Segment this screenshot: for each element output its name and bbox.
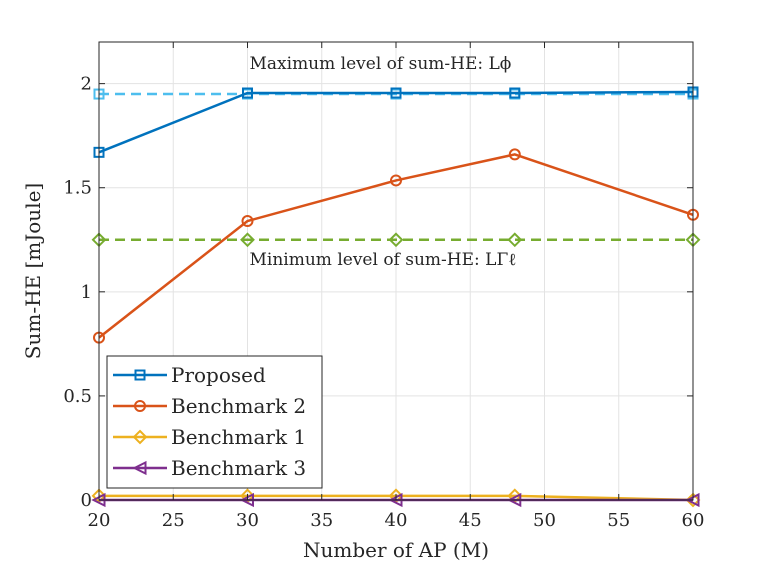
legend-label: Benchmark 2	[171, 394, 306, 418]
reference-marker	[388, 232, 404, 248]
x-tick-label: 45	[459, 510, 482, 531]
y-tick-label: 0.5	[63, 386, 92, 407]
x-tick-label: 30	[236, 510, 259, 531]
x-axis-label: Number of AP (M)	[303, 538, 489, 562]
y-tick-label: 1.5	[63, 178, 92, 199]
series-marker	[509, 87, 521, 99]
series-line	[98, 153, 694, 339]
series-marker	[508, 148, 521, 161]
series-marker	[242, 87, 253, 99]
axis-ticks: 20 25 30 35 40 45 50 55 60 0 0.5 1 1.5 2	[63, 42, 704, 531]
series-marker	[390, 87, 402, 99]
legend-marker	[134, 400, 146, 412]
legend: Proposed Benchmark 2 Benchmark 1 Benchmark …	[106, 355, 323, 489]
legend-label: Benchmark 1	[171, 425, 306, 449]
x-tick-label: 55	[607, 510, 630, 531]
y-tick-label: 1	[81, 282, 92, 303]
reference-marker	[240, 232, 255, 248]
y-tick-label: 0	[81, 490, 92, 511]
x-tick-label: 25	[162, 510, 185, 531]
series-line	[98, 90, 694, 154]
annotation-text: Minimum level of sum-HE: LΓℓ	[250, 250, 517, 270]
legend-marker	[132, 460, 147, 476]
x-tick-label: 40	[385, 510, 408, 531]
legend-label: Benchmark 3	[171, 456, 306, 480]
legend-marker	[132, 429, 148, 445]
series-marker	[685, 492, 701, 508]
x-tick-label: 35	[310, 510, 333, 531]
y-axis-label: Sum-HE [mJoule]	[21, 183, 45, 359]
y-tick-label: 2	[81, 74, 92, 95]
reference-marker	[507, 232, 523, 248]
series-marker	[241, 215, 254, 228]
legend-marker	[134, 369, 146, 381]
x-tick-label: 60	[682, 510, 705, 531]
legend-label: Proposed	[171, 363, 266, 387]
x-tick-label: 50	[533, 510, 556, 531]
annotations: Maximum level of sum-HE: Lϕ Minimum level…	[250, 54, 517, 270]
series-marker	[390, 174, 402, 187]
x-tick-label: 20	[88, 510, 111, 531]
annotation-text: Maximum level of sum-HE: Lϕ	[250, 54, 512, 74]
legend-box	[106, 355, 323, 489]
